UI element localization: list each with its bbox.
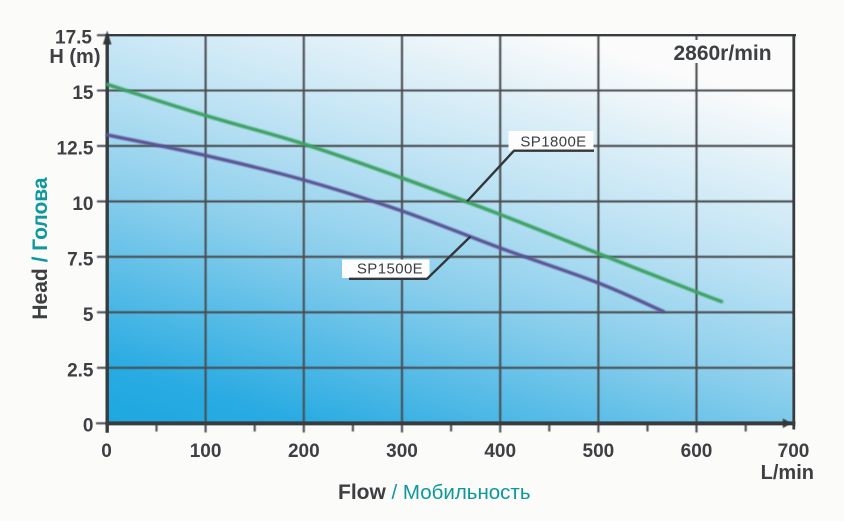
svg-text:10: 10 bbox=[72, 194, 93, 215]
svg-text:700: 700 bbox=[778, 441, 810, 462]
svg-text:100: 100 bbox=[190, 441, 222, 462]
svg-text:12.5: 12.5 bbox=[57, 138, 94, 159]
svg-text:5: 5 bbox=[83, 305, 94, 326]
svg-text:Head / Голова: Head / Голова bbox=[29, 177, 52, 320]
svg-text:Flow / Мобильность: Flow / Мобильность bbox=[338, 481, 531, 504]
svg-text:500: 500 bbox=[583, 441, 615, 462]
svg-text:0: 0 bbox=[83, 416, 94, 437]
svg-text:300: 300 bbox=[386, 441, 418, 462]
svg-text:2860r/min: 2860r/min bbox=[673, 42, 771, 65]
svg-text:H (m): H (m) bbox=[49, 46, 100, 68]
svg-text:L/min: L/min bbox=[761, 462, 814, 484]
svg-text:15: 15 bbox=[72, 83, 94, 104]
svg-text:SP1500E: SP1500E bbox=[357, 261, 423, 278]
svg-text:0: 0 bbox=[101, 441, 112, 462]
svg-text:2.5: 2.5 bbox=[67, 360, 94, 381]
svg-text:SP1800E: SP1800E bbox=[520, 134, 586, 151]
svg-text:400: 400 bbox=[484, 441, 516, 462]
svg-text:600: 600 bbox=[681, 441, 713, 462]
svg-text:200: 200 bbox=[288, 441, 320, 462]
svg-text:7.5: 7.5 bbox=[67, 249, 94, 270]
svg-text:17.5: 17.5 bbox=[55, 28, 92, 49]
